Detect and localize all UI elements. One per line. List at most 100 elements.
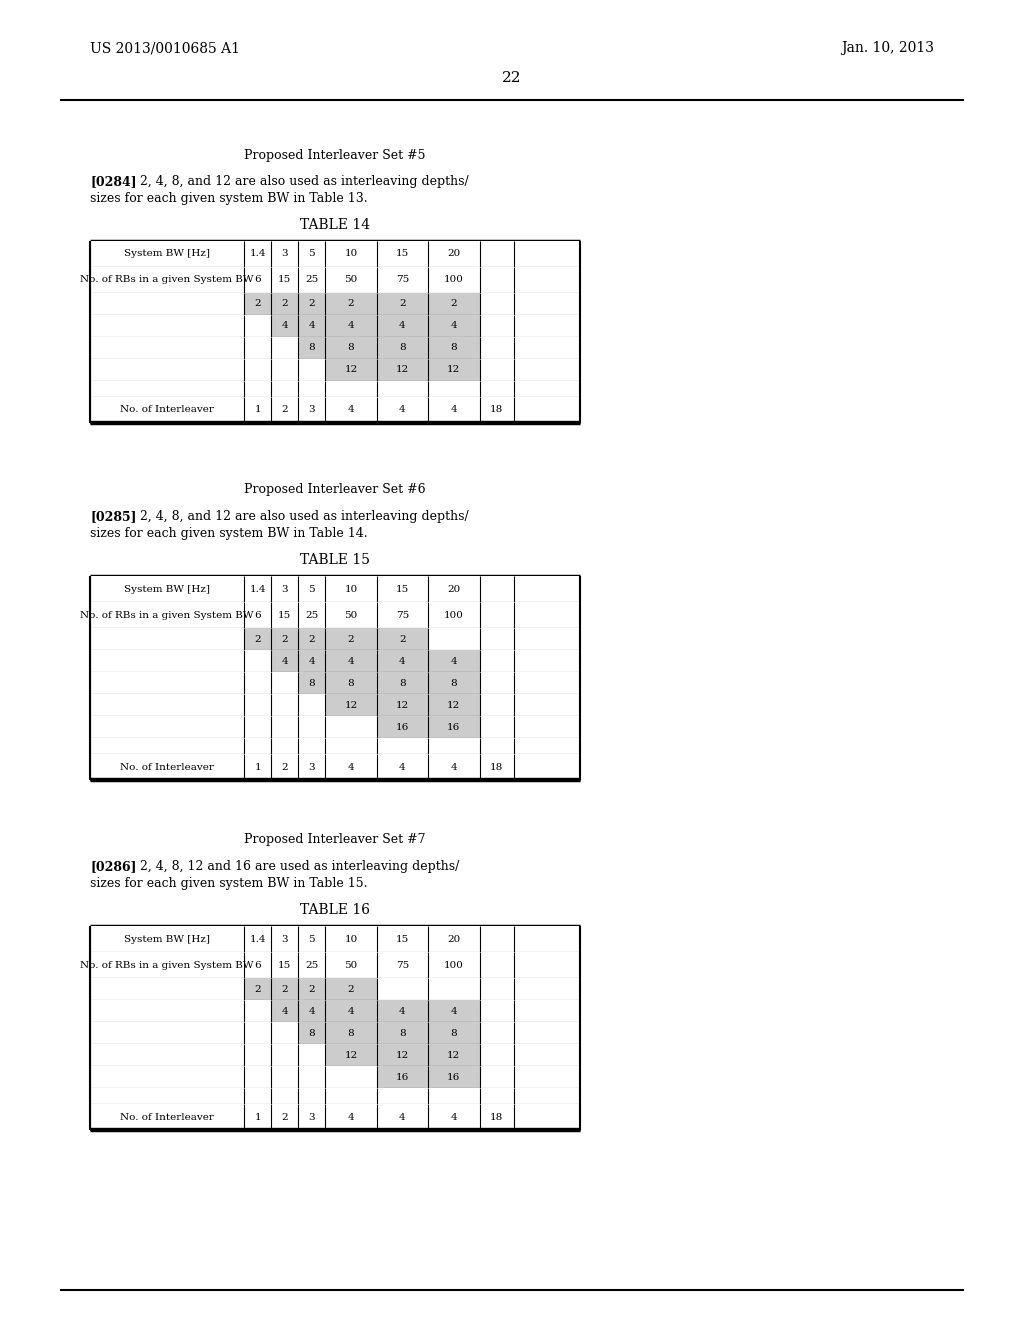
Text: 4: 4: [399, 763, 406, 771]
Text: 20: 20: [447, 585, 461, 594]
Bar: [90, 1104, 580, 1130]
Text: System BW [Hz]: System BW [Hz]: [124, 585, 210, 594]
Text: 4: 4: [282, 1006, 288, 1015]
Bar: [428, 672, 479, 694]
Bar: [90, 754, 580, 780]
Text: 1: 1: [255, 405, 261, 414]
Bar: [326, 628, 377, 649]
Text: 22: 22: [502, 71, 522, 84]
Text: 2: 2: [282, 300, 288, 309]
Bar: [271, 315, 298, 337]
Text: 50: 50: [344, 276, 357, 285]
Bar: [298, 315, 326, 337]
Text: No. of RBs in a given System BW: No. of RBs in a given System BW: [81, 610, 254, 619]
Bar: [377, 315, 428, 337]
Text: 3: 3: [308, 405, 315, 414]
Text: 4: 4: [451, 405, 457, 414]
Bar: [271, 978, 298, 1001]
Bar: [377, 694, 428, 715]
Text: 4: 4: [399, 322, 406, 330]
Text: 2: 2: [347, 300, 354, 309]
Text: 4: 4: [399, 656, 406, 665]
Text: 1: 1: [255, 763, 261, 771]
Text: 2: 2: [255, 985, 261, 994]
Bar: [90, 1067, 580, 1088]
Text: 10: 10: [344, 585, 357, 594]
Text: 12: 12: [395, 366, 409, 375]
Text: 15: 15: [395, 249, 409, 259]
Text: 4: 4: [347, 1006, 354, 1015]
Text: US 2013/0010685 A1: US 2013/0010685 A1: [90, 41, 240, 55]
Text: 2: 2: [451, 300, 457, 309]
Text: 4: 4: [451, 322, 457, 330]
Bar: [90, 337, 580, 359]
Bar: [326, 337, 377, 359]
Bar: [428, 1044, 479, 1067]
Text: 3: 3: [282, 249, 288, 259]
Text: 8: 8: [451, 1028, 457, 1038]
Text: 15: 15: [279, 610, 292, 619]
Text: 3: 3: [308, 1113, 315, 1122]
Bar: [90, 1022, 580, 1044]
Text: 3: 3: [282, 585, 288, 594]
Text: 4: 4: [451, 1006, 457, 1015]
Bar: [90, 1088, 580, 1104]
Bar: [90, 267, 580, 293]
Text: 2: 2: [282, 635, 288, 644]
Bar: [90, 694, 580, 715]
Text: 2: 2: [255, 635, 261, 644]
Text: TABLE 14: TABLE 14: [300, 218, 370, 232]
Bar: [90, 978, 580, 1001]
Text: 15: 15: [279, 961, 292, 969]
Text: 16: 16: [395, 1072, 409, 1081]
Bar: [428, 1022, 479, 1044]
Bar: [271, 1001, 298, 1022]
Bar: [90, 576, 580, 602]
Text: 8: 8: [308, 678, 315, 688]
Text: 4: 4: [451, 656, 457, 665]
Text: No. of RBs in a given System BW: No. of RBs in a given System BW: [81, 961, 254, 969]
Bar: [271, 293, 298, 315]
Text: 50: 50: [344, 610, 357, 619]
Text: 18: 18: [490, 1113, 504, 1122]
Bar: [377, 1022, 428, 1044]
Text: Proposed Interleaver Set #5: Proposed Interleaver Set #5: [245, 149, 426, 161]
Bar: [326, 315, 377, 337]
Text: 5: 5: [308, 249, 315, 259]
Text: 2, 4, 8, and 12 are also used as interleaving depths/: 2, 4, 8, and 12 are also used as interle…: [132, 510, 469, 523]
Text: 75: 75: [395, 610, 409, 619]
Bar: [90, 649, 580, 672]
Text: 6: 6: [255, 610, 261, 619]
Bar: [90, 315, 580, 337]
Text: System BW [Hz]: System BW [Hz]: [124, 249, 210, 259]
Text: 10: 10: [344, 935, 357, 944]
Text: 4: 4: [308, 656, 315, 665]
Text: 4: 4: [451, 763, 457, 771]
Text: 12: 12: [447, 701, 461, 710]
Text: 4: 4: [399, 1113, 406, 1122]
Text: 6: 6: [255, 276, 261, 285]
Bar: [428, 649, 479, 672]
Text: sizes for each given system BW in Table 15.: sizes for each given system BW in Table …: [90, 876, 368, 890]
Bar: [326, 694, 377, 715]
Text: 12: 12: [395, 1051, 409, 1060]
Text: [0285]: [0285]: [90, 510, 136, 523]
Text: 2: 2: [282, 763, 288, 771]
Bar: [326, 359, 377, 381]
Text: 2: 2: [308, 635, 315, 644]
Bar: [298, 672, 326, 694]
Bar: [298, 337, 326, 359]
Text: sizes for each given system BW in Table 14.: sizes for each given system BW in Table …: [90, 527, 368, 540]
Text: No. of Interleaver: No. of Interleaver: [120, 763, 214, 771]
Text: 2: 2: [347, 985, 354, 994]
Text: 4: 4: [347, 322, 354, 330]
Bar: [271, 649, 298, 672]
Bar: [428, 359, 479, 381]
Bar: [298, 1001, 326, 1022]
Bar: [377, 628, 428, 649]
Text: 4: 4: [347, 1113, 354, 1122]
Text: 8: 8: [451, 678, 457, 688]
Text: 8: 8: [308, 1028, 315, 1038]
Text: 1.4: 1.4: [250, 585, 266, 594]
Bar: [326, 293, 377, 315]
